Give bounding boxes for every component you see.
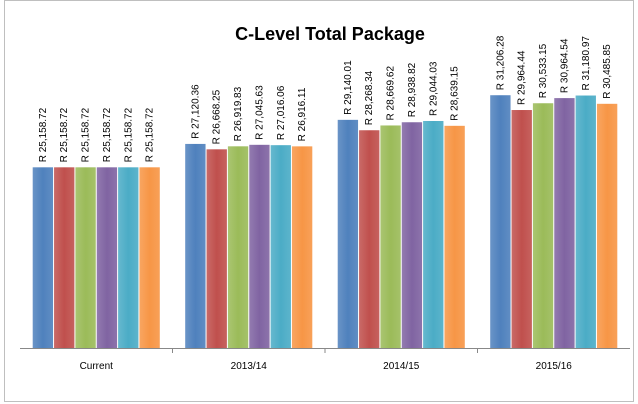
bar — [206, 149, 227, 348]
data-label: R 31,206.28 — [495, 35, 506, 90]
data-label: R 30,485.85 — [602, 44, 613, 99]
x-tick-label: 2013/14 — [231, 361, 268, 372]
data-label: R 29,964.44 — [517, 50, 528, 105]
bar — [54, 167, 75, 348]
bar — [291, 146, 313, 348]
bar — [96, 167, 118, 348]
data-label: R 28,669.62 — [386, 66, 397, 121]
chart-title: C-Level Total Package — [235, 24, 425, 44]
x-tick-label: 2014/15 — [383, 361, 420, 372]
data-label: R 25,158.72 — [81, 107, 92, 162]
data-label: R 26,916.11 — [297, 87, 308, 141]
x-tick-label: 2015/16 — [536, 361, 573, 372]
data-label: R 28,938.82 — [407, 62, 418, 117]
data-label: R 29,044.03 — [428, 61, 439, 116]
data-label: R 25,158.72 — [59, 107, 70, 162]
data-label: R 26,668.25 — [212, 89, 223, 144]
bar — [575, 95, 596, 349]
bar — [270, 145, 291, 348]
bar — [490, 95, 511, 348]
bar — [401, 122, 423, 348]
bar — [511, 110, 532, 349]
data-label: R 25,158.72 — [102, 107, 113, 162]
bar — [359, 130, 380, 348]
x-tick-label: Current — [80, 361, 114, 372]
data-label: R 28,639.15 — [450, 66, 461, 121]
data-label: R 30,964.54 — [559, 38, 570, 93]
bar — [75, 167, 96, 348]
bar — [32, 167, 54, 348]
data-label: R 30,533.15 — [538, 43, 549, 98]
bar — [423, 120, 444, 348]
data-label: R 25,158.72 — [145, 107, 156, 162]
bar — [227, 146, 249, 348]
bar — [596, 103, 618, 348]
bar — [249, 144, 270, 348]
bar — [118, 167, 139, 348]
data-label: R 27,045.63 — [254, 85, 265, 140]
bar — [139, 167, 160, 348]
data-label: R 27,120.36 — [190, 84, 201, 139]
bar — [337, 119, 359, 349]
data-label: R 25,158.72 — [123, 107, 134, 162]
data-label: R 28,268.34 — [364, 70, 375, 125]
bar — [380, 125, 401, 348]
data-label: R 29,140.01 — [343, 60, 354, 115]
bar — [185, 143, 206, 348]
bar — [444, 125, 465, 348]
data-label: R 26,919.83 — [233, 86, 244, 141]
data-label: R 27,016.06 — [276, 85, 287, 140]
bar — [532, 103, 554, 349]
data-label: R 25,158.72 — [38, 107, 49, 162]
bar — [554, 98, 575, 348]
data-label: R 31,180.97 — [581, 36, 592, 91]
